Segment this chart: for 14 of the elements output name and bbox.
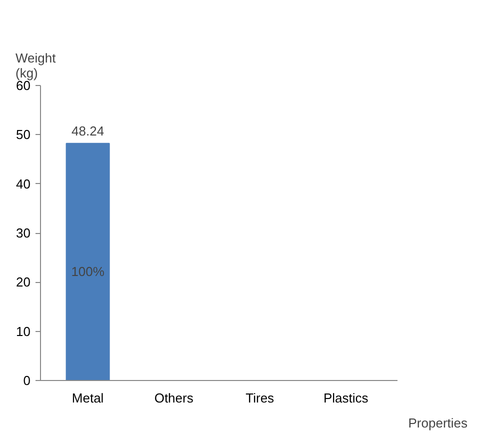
x-tick-label: Plastics xyxy=(323,390,369,406)
y-tick-label: 10 xyxy=(16,324,31,339)
x-axis-title: Properties xyxy=(408,416,468,430)
y-tick-label: 0 xyxy=(23,373,31,388)
y-axis-title: Weight (kg) xyxy=(16,50,56,80)
x-tick-label: Others xyxy=(154,390,194,406)
y-tick-label: 20 xyxy=(16,274,31,290)
x-tick-label: Tires xyxy=(246,390,275,406)
y-tick-label: 40 xyxy=(16,176,31,192)
data-label: 48.24 xyxy=(72,123,104,138)
x-tick-label: Metal xyxy=(72,390,104,406)
y-tick-label: 50 xyxy=(16,127,31,142)
y-tick-label: 30 xyxy=(16,226,31,240)
annotation: 100% xyxy=(71,264,105,279)
